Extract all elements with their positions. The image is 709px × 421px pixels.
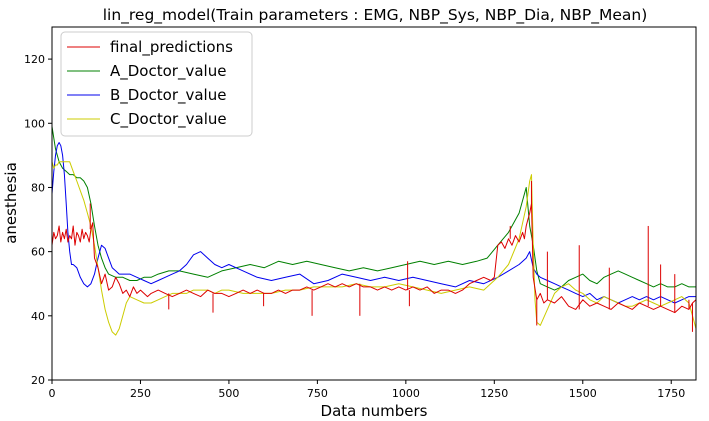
- series-line-final_predictions: [51, 203, 697, 314]
- series-line-B_Doctor_value: [51, 142, 696, 304]
- x-tick-label: 250: [130, 387, 151, 400]
- x-tick-label: 500: [218, 387, 239, 400]
- x-tick-label: 1000: [392, 387, 420, 400]
- x-tick-label: 0: [49, 387, 56, 400]
- x-tick-label: 1250: [480, 387, 508, 400]
- x-tick-label: 1750: [657, 387, 685, 400]
- y-axis-title: anesthesia: [2, 162, 20, 244]
- x-axis-title: Data numbers: [321, 402, 428, 420]
- legend: final_predictions A_Doctor_value B_Doctor_…: [60, 31, 253, 137]
- y-axis: 20 40 60 80 100 120: [24, 53, 52, 387]
- y-tick-label: 80: [31, 181, 45, 194]
- y-tick-label: 20: [31, 374, 45, 387]
- y-tick-label: 100: [24, 117, 45, 130]
- legend-label-B_Doctor_value: B_Doctor_value: [110, 86, 226, 105]
- series-line-A_Doctor_value: [51, 126, 696, 291]
- x-tick-label: 1500: [569, 387, 597, 400]
- series-layer: [51, 126, 697, 336]
- legend-label-final_predictions: final_predictions: [110, 38, 233, 57]
- y-tick-label: 60: [31, 246, 45, 259]
- y-tick-label: 40: [31, 310, 45, 323]
- legend-frame: [60, 31, 253, 137]
- chart-title: lin_reg_model(Train parameters : EMG, NB…: [103, 6, 648, 25]
- x-tick-label: 750: [307, 387, 328, 400]
- legend-label-A_Doctor_value: A_Doctor_value: [110, 62, 226, 81]
- y-tick-label: 120: [24, 53, 45, 66]
- axes-border: [51, 26, 697, 381]
- x-axis: 0 250 500 750 1000 1250 1500 1750: [49, 380, 685, 400]
- legend-label-C_Doctor_value: C_Doctor_value: [110, 110, 227, 129]
